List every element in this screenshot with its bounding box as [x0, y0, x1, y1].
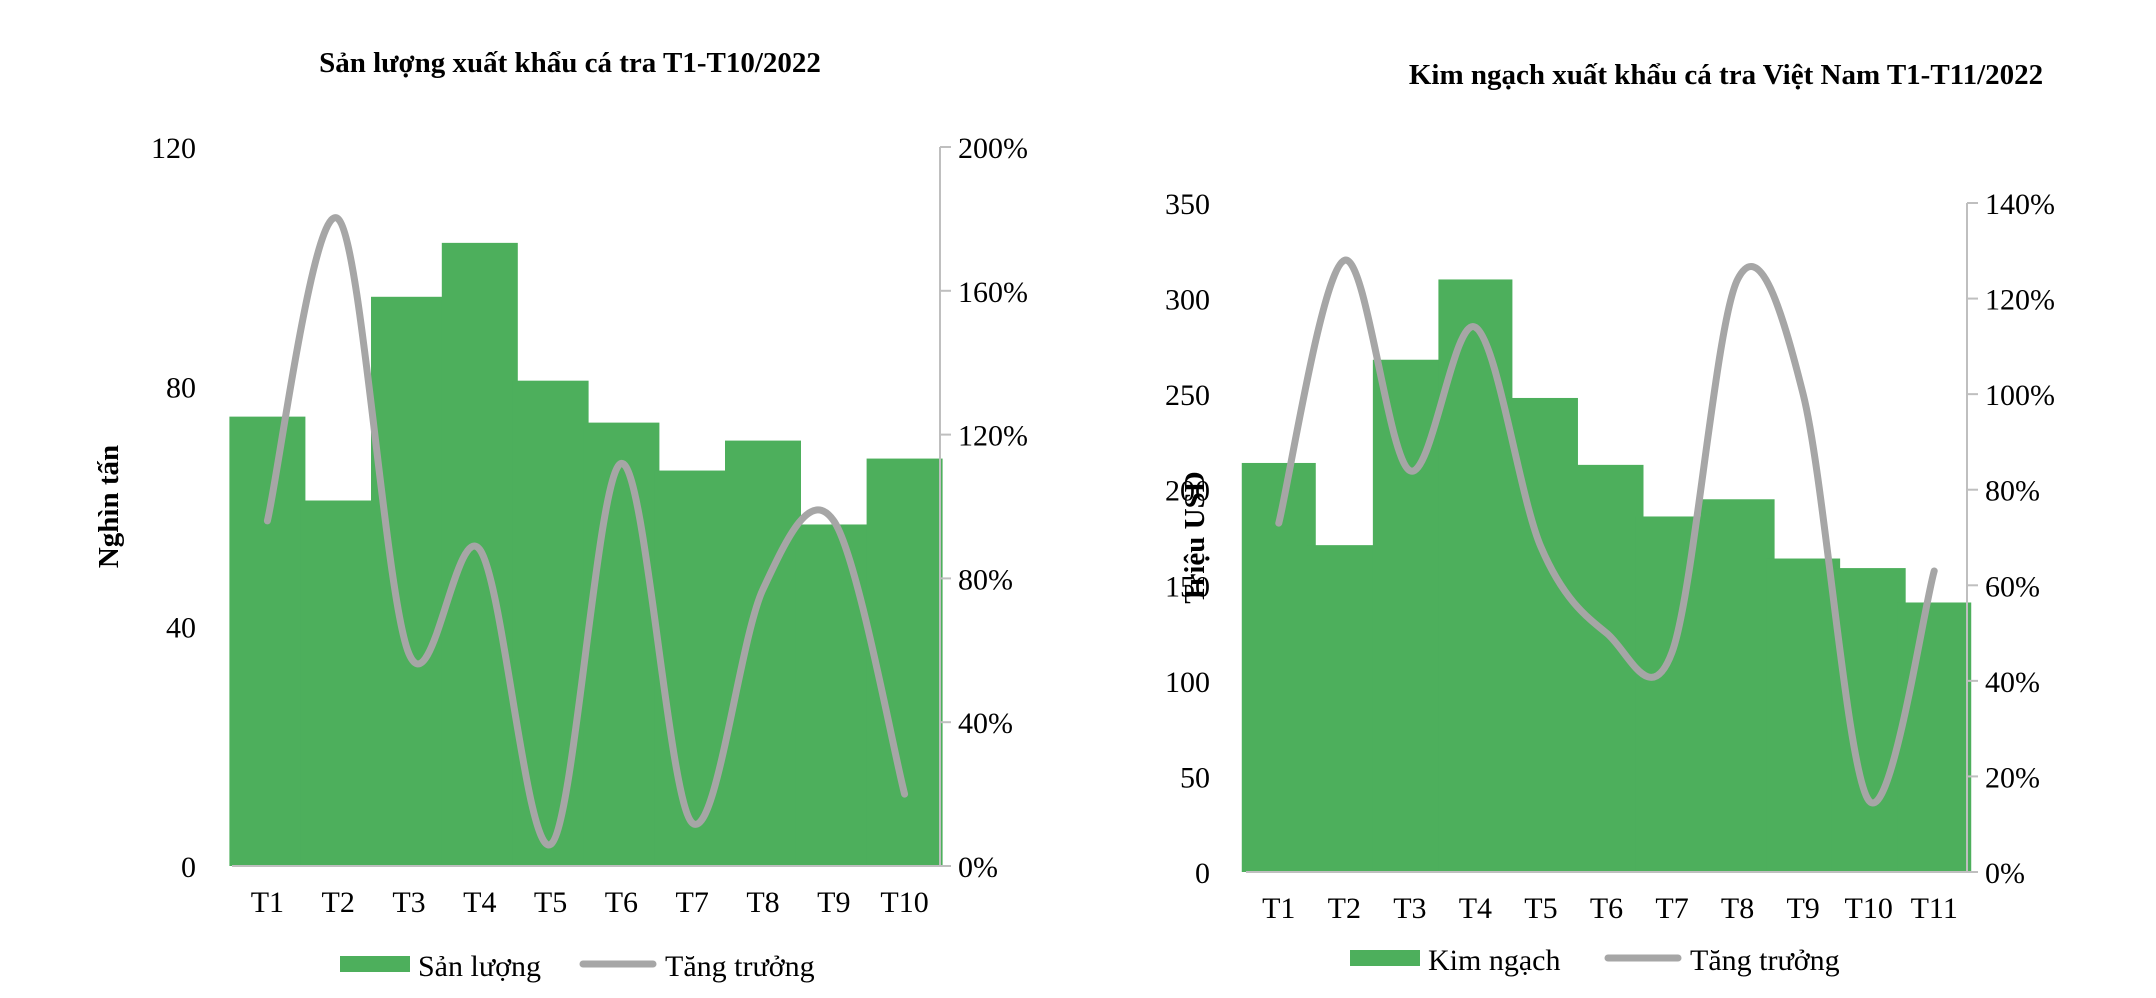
bar-T9 — [795, 524, 872, 866]
x-tick-label: T9 — [1786, 892, 1819, 925]
bar-T7 — [654, 470, 731, 866]
bar-T5 — [512, 380, 589, 866]
x-tick-label: T3 — [392, 886, 425, 919]
y2-tick-label: 100% — [1985, 379, 2055, 412]
y-tick-label: 350 — [1165, 188, 1210, 221]
chart-title: Sản lượng xuất khẩu cá tra T1-T10/2022 — [319, 47, 821, 79]
bar-T8 — [1700, 499, 1775, 872]
y-tick-label: 100 — [1165, 666, 1210, 699]
x-tick-label: T5 — [534, 886, 567, 919]
bar-T1 — [229, 416, 306, 866]
x-tick-label: T6 — [605, 886, 638, 919]
bar-T6 — [583, 422, 660, 866]
y2-tick-label: 120% — [1985, 284, 2055, 317]
y2-tick-label: 120% — [958, 420, 1028, 453]
y2-tick-label: 0% — [1985, 857, 2025, 890]
legend-line-label: Tăng trưởng — [1690, 944, 1840, 977]
y2-tick-label: 80% — [1985, 475, 2040, 508]
y-tick-label: 150 — [1165, 570, 1210, 603]
y2-tick-label: 140% — [1985, 188, 2055, 221]
legend-line-label: Tăng trưởng — [665, 950, 815, 983]
bar-T5 — [1503, 397, 1578, 872]
y-tick-label: 250 — [1165, 379, 1210, 412]
y-tick-label: 80 — [166, 372, 196, 405]
bar-T9 — [1766, 558, 1841, 872]
x-tick-label: T11 — [1911, 892, 1958, 925]
y-tick-label: 40 — [166, 611, 196, 644]
y-tick-label: 0 — [181, 851, 196, 884]
x-tick-label: T1 — [251, 886, 284, 919]
chart-title: Kim ngạch xuất khẩu cá tra Việt Nam T1-T… — [1409, 59, 2043, 91]
x-tick-label: T6 — [1590, 892, 1623, 925]
y-tick-label: 300 — [1165, 284, 1210, 317]
growth-line — [263, 214, 909, 848]
y2-tick-label: 40% — [958, 707, 1013, 740]
bar-T10 — [1831, 568, 1906, 872]
x-tick-label: T7 — [676, 886, 709, 919]
legend-bar-label: Kim ngạch — [1428, 944, 1560, 977]
legend-bar-swatch — [340, 956, 410, 972]
x-tick-label: T8 — [1721, 892, 1754, 925]
x-tick-label: T3 — [1393, 892, 1426, 925]
bar-T8 — [725, 440, 801, 866]
y-tick-label: 0 — [1195, 857, 1210, 890]
y2-tick-label: 40% — [1985, 666, 2040, 699]
y2-tick-label: 80% — [958, 563, 1013, 596]
x-tick-label: T4 — [1459, 892, 1492, 925]
x-tick-label: T2 — [1328, 892, 1361, 925]
x-tick-label: T4 — [463, 886, 496, 919]
chart-svg: Kim ngạch xuất khẩu cá tra Việt Nam T1-T… — [1165, 59, 2055, 977]
bar-T3 — [1372, 359, 1447, 872]
y2-tick-label: 60% — [1985, 570, 2040, 603]
y2-tick-label: 200% — [958, 132, 1028, 165]
x-tick-label: T5 — [1524, 892, 1557, 925]
x-tick-label: T10 — [1845, 892, 1893, 925]
bar-T3 — [371, 296, 447, 867]
x-tick-label: T1 — [1262, 892, 1295, 925]
y2-tick-label: 0% — [958, 851, 998, 884]
growth-line — [1275, 256, 1938, 807]
bar-T2 — [300, 500, 377, 866]
bar-T2 — [1307, 545, 1382, 872]
chart-svg: Sản lượng xuất khẩu cá tra T1-T10/2022 0%… — [93, 47, 1028, 983]
bar-T6 — [1569, 464, 1644, 872]
chart-san-luong: Sản lượng xuất khẩu cá tra T1-T10/2022 0%… — [93, 47, 1028, 983]
x-tick-label: T7 — [1655, 892, 1688, 925]
bar-T10 — [866, 458, 943, 866]
y2-tick-label: 20% — [1985, 761, 2040, 794]
bar-T11 — [1897, 602, 1972, 872]
chart-kim-ngach: Kim ngạch xuất khẩu cá tra Việt Nam T1-T… — [1078, 0, 2156, 998]
bar-T1 — [1241, 462, 1316, 872]
y2-tick-label: 160% — [958, 276, 1028, 309]
y-tick-label: 50 — [1180, 761, 1210, 794]
x-tick-label: T2 — [322, 886, 355, 919]
bar-T7 — [1635, 516, 1710, 872]
y-axis-title: Nghìn tấn — [93, 445, 125, 568]
y-tick-label: 120 — [151, 132, 196, 165]
y-axis-title: Triệu USD — [1179, 471, 1211, 603]
legend-bar-swatch — [1350, 950, 1420, 966]
legend-bar-label: Sản lượng — [418, 950, 541, 983]
x-tick-label: T9 — [817, 886, 850, 919]
x-tick-label: T10 — [880, 886, 928, 919]
y-tick-label: 200 — [1165, 475, 1210, 508]
x-tick-label: T8 — [746, 886, 779, 919]
